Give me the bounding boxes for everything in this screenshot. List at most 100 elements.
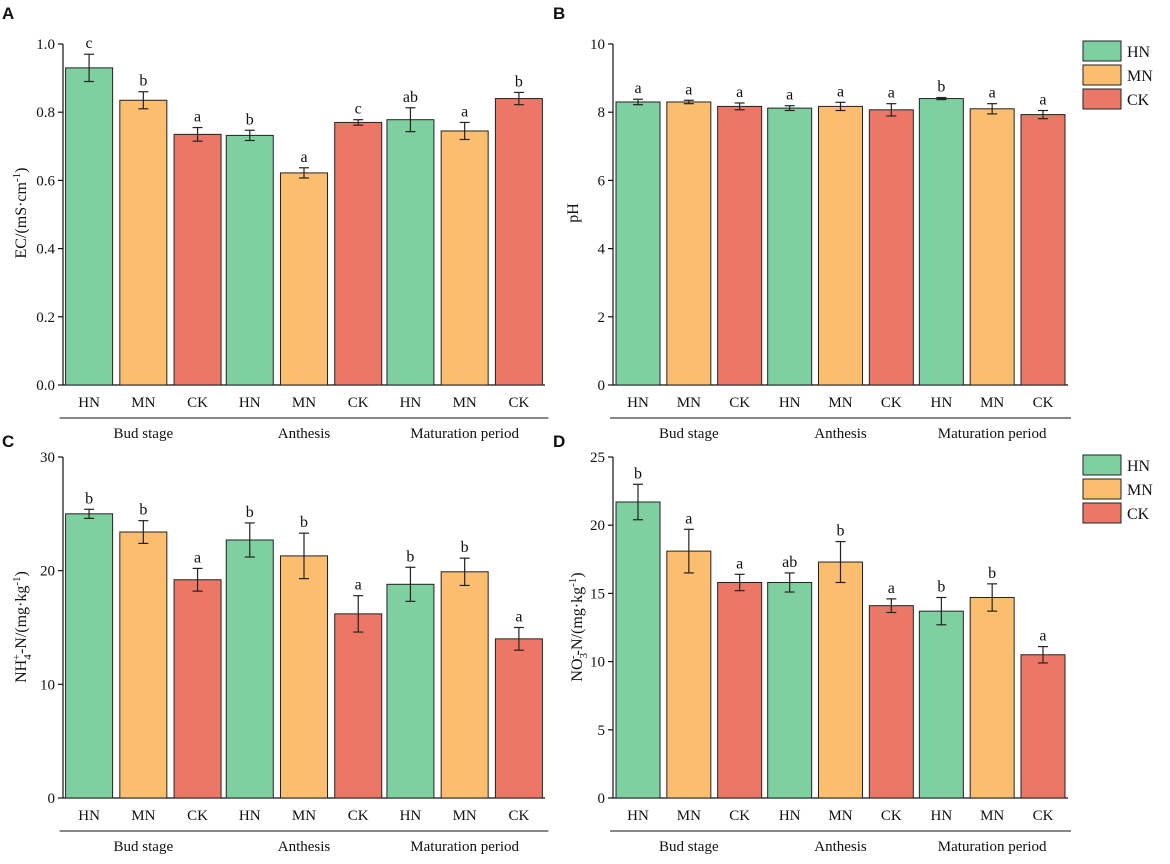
panel-d-ylabel-main: NO — [569, 659, 586, 682]
panel-b: B pH 0 2 4 6 8 10 a HN a MN a CK Bud stage a HN a MN a CK A… — [553, 4, 1153, 442]
panel-d-sig-letter: a — [888, 580, 895, 597]
panel-b-bar — [717, 105, 763, 386]
legend-swatch-ck — [1082, 502, 1122, 524]
legend-swatch-mn — [1082, 64, 1122, 86]
legend-swatch-mn — [1082, 478, 1122, 500]
panel-a-bar — [386, 119, 435, 386]
panel-c-sig-letter: b — [246, 504, 254, 521]
panel-a-category-label: CK — [508, 395, 529, 411]
panel-c-plot: 0 10 20 30 b HN b MN a CK Bud stage b HN b MN a CK Anthes… — [40, 450, 549, 855]
panel-a-ytick-label: 0.0 — [36, 378, 55, 394]
panel-d-sig-letter: b — [937, 578, 945, 595]
panel-a-group-label: Bud stage — [114, 426, 174, 442]
panel-d-sig-letter: ab — [782, 554, 797, 571]
panel-c-sig-letter: a — [355, 577, 362, 594]
panel-c-category-label: HN — [239, 808, 261, 824]
panel-a-sig-letter: a — [194, 109, 201, 126]
svg-text:NH4+-N/(mg·kg-1): NH4+-N/(mg·kg-1) — [11, 571, 34, 683]
panel-d-category-label: MN — [980, 808, 1004, 824]
panel-c-ylabel-tail: ) — [13, 571, 30, 576]
panel-c-category-label: CK — [348, 808, 369, 824]
panel-a-ylabel-main: EC/(mS·cm — [13, 181, 30, 258]
legend-label-hn: HN — [1127, 44, 1151, 61]
panel-b-group-label: Anthesis — [814, 426, 867, 442]
panel-a-plot: 0.0 0.2 0.4 0.6 0.8 1.0 c HN b MN a CK Bud stage b HN a… — [36, 35, 549, 442]
panel-b-bar — [918, 98, 964, 386]
panel-b-sig-letter: a — [837, 83, 844, 100]
panel-c-ylabel-supsym: + — [11, 654, 23, 660]
panel-c-bar — [440, 571, 489, 799]
panel-d-ylabel-rest: -N/(mg·kg — [569, 587, 586, 655]
panel-a-ytick-label: 0.4 — [36, 242, 55, 258]
panel-a-letter: A — [2, 4, 14, 23]
panel-d-bar — [767, 581, 813, 799]
panel-a-ytick-label: 0.6 — [36, 173, 55, 189]
panel-a-ytick-label: 0.8 — [36, 105, 55, 121]
panel-d-legend: HN MN CK — [1082, 454, 1153, 524]
panel-d-bar — [1020, 654, 1066, 799]
panel-a-sig-letter: b — [246, 111, 254, 128]
panel-a-group-label: Anthesis — [278, 426, 331, 442]
panel-b-legend: HN MN CK — [1082, 40, 1153, 110]
legend-swatch-ck — [1082, 88, 1122, 110]
panel-d-group-label: Anthesis — [814, 839, 867, 855]
panel-d-bar — [969, 596, 1015, 799]
panel-c-sig-letter: b — [139, 502, 147, 519]
panel-a-sig-letter: c — [86, 35, 93, 52]
panel-c-sig-letter: a — [194, 549, 201, 566]
panel-a-bar — [119, 99, 168, 386]
panel-b-category-label: HN — [779, 395, 801, 411]
panel-b-category-label: MN — [677, 395, 701, 411]
legend-swatch-hn — [1082, 454, 1122, 476]
panel-b-group-label: Maturation period — [938, 426, 1047, 442]
panel-d-ytick-label: 10 — [590, 655, 605, 671]
panel-b-sig-letter: a — [786, 87, 793, 104]
panel-d-category-label: MN — [828, 808, 852, 824]
panel-b-category-label: CK — [729, 395, 750, 411]
panel-b-letter: B — [553, 4, 565, 23]
panel-b-bar — [818, 105, 863, 386]
panel-a: A EC/(mS·cm-1) 0.0 0.2 0.4 0.6 0.8 1.0 c HN b MN a… — [2, 4, 549, 442]
panel-d-sig-letter: b — [988, 565, 996, 582]
panel-b-sig-letter: b — [937, 79, 945, 96]
panel-d-ylabel-tail: ) — [569, 572, 586, 577]
panel-a-category-label: CK — [348, 395, 369, 411]
panel-a-ytick-label: 1.0 — [36, 37, 55, 53]
panel-b-bar — [615, 101, 661, 386]
legend-label-mn: MN — [1127, 68, 1153, 85]
svg-text:EC/(mS·cm-1): EC/(mS·cm-1) — [11, 168, 30, 259]
panel-d-ylabel-sup: -1 — [567, 578, 579, 587]
panel-d-bar — [918, 610, 964, 799]
panel-d-category-label: CK — [881, 808, 902, 824]
panel-b-plot: 0 2 4 6 8 10 a HN a MN a CK Bud stage a HN a MN a CK Anthes… — [590, 37, 1071, 442]
panel-d-bar — [717, 581, 763, 799]
svg-text:pH: pH — [565, 203, 582, 223]
panel-a-category-label: HN — [78, 395, 100, 411]
panel-a-bar — [280, 172, 328, 386]
panel-b-sig-letter: a — [736, 84, 743, 101]
legend-label-mn: MN — [1127, 482, 1153, 499]
panel-a-bar — [334, 121, 383, 386]
panel-a-ytick-label: 0.2 — [36, 310, 55, 326]
panel-c-sig-letter: b — [406, 548, 414, 565]
panel-c-group-label: Bud stage — [114, 839, 174, 855]
panel-a-group-label: Maturation period — [410, 426, 519, 442]
panel-a-bar — [440, 130, 489, 386]
panel-b-sig-letter: a — [1039, 91, 1046, 108]
panel-c-sig-letter: b — [300, 514, 308, 531]
panel-d-ytick-label: 5 — [598, 723, 606, 739]
panel-a-category-label: MN — [292, 395, 316, 411]
panel-d-ytick-label: 25 — [590, 450, 605, 466]
panel-a-sig-letter: a — [461, 103, 468, 120]
panel-a-category-label: MN — [453, 395, 477, 411]
panel-d-group-label: Bud stage — [659, 839, 719, 855]
panel-b-ytick-label: 8 — [598, 105, 606, 121]
panel-a-sig-letter: b — [515, 73, 523, 90]
panel-c-category-label: HN — [78, 808, 100, 824]
panel-d-category-label: CK — [1033, 808, 1054, 824]
panel-a-bar — [225, 134, 274, 386]
panel-c-ytick-label: 20 — [40, 564, 55, 580]
panel-c-bar — [119, 531, 168, 799]
